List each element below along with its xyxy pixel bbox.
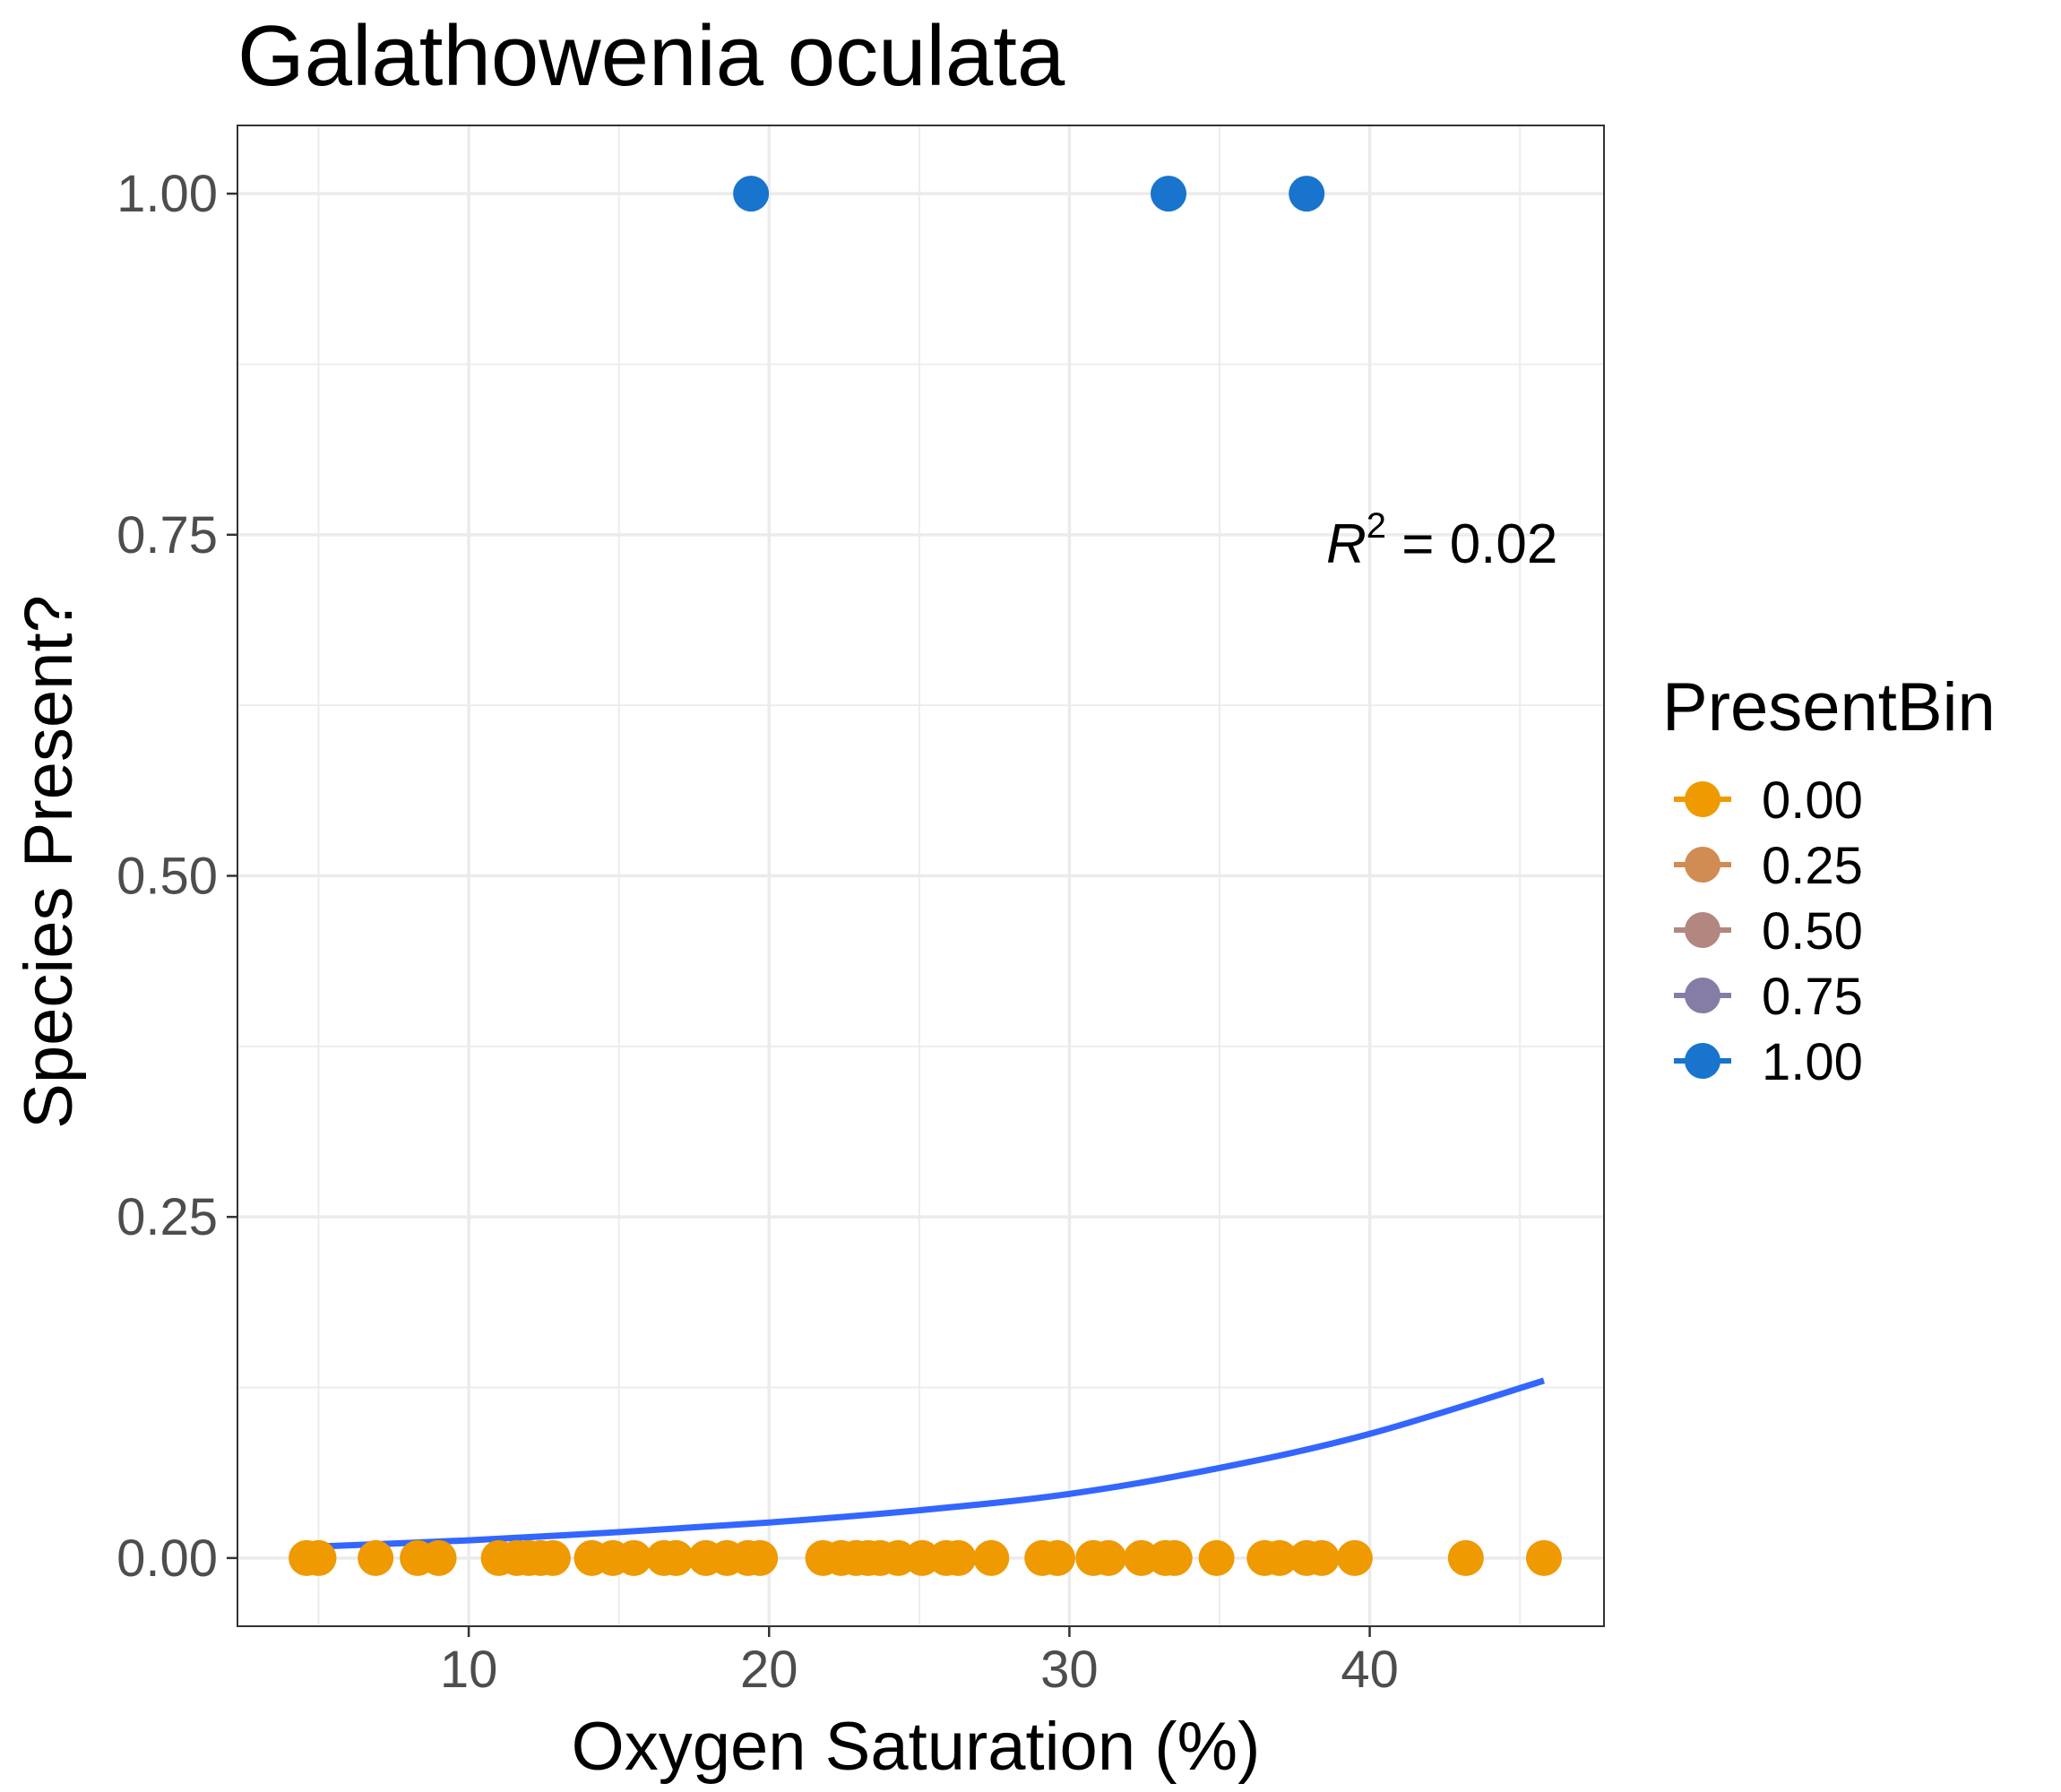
axes-layer: 10 20 30 40 0.00 0.25 0.50 0.75 1.00 — [116, 165, 1399, 1699]
data-point — [1303, 1539, 1340, 1576]
data-point — [1525, 1539, 1562, 1576]
data-point — [420, 1539, 457, 1576]
data-point — [358, 1539, 394, 1576]
r-superscript: 2 — [1367, 506, 1386, 546]
data-point — [1039, 1539, 1075, 1576]
r-squared-annotation: R2 = 0.02 — [1326, 506, 1557, 575]
x-axis-title: Oxygen Saturation (%) — [572, 1709, 1261, 1785]
data-point — [1447, 1539, 1484, 1576]
legend-label: 0.75 — [1762, 968, 1863, 1026]
legend-key-dot — [1685, 978, 1720, 1013]
y-tick-label: 0.25 — [116, 1188, 218, 1246]
y-tick-label: 0.75 — [116, 506, 218, 564]
r-symbol: R — [1326, 513, 1367, 575]
chart-title: Galathowenia oculata — [237, 8, 1065, 104]
y-tick-label: 0.50 — [116, 848, 218, 906]
data-point — [1151, 176, 1187, 212]
data-points-layer — [289, 176, 1562, 1576]
y-tick-label: 0.00 — [116, 1529, 218, 1588]
x-tick-label: 40 — [1341, 1641, 1399, 1699]
legend-key-dot — [1685, 912, 1720, 948]
legend-label: 0.50 — [1762, 902, 1863, 961]
data-point — [1090, 1539, 1126, 1576]
data-point — [616, 1539, 652, 1576]
legend-key-dot — [1685, 1043, 1720, 1079]
legend-label: 0.00 — [1762, 771, 1863, 830]
plot-grid — [237, 125, 1604, 1626]
fit-curve-layer — [303, 1377, 1545, 1551]
data-point — [940, 1539, 977, 1576]
data-point — [658, 1539, 694, 1576]
data-point — [1262, 1539, 1298, 1576]
y-tick-label: 1.00 — [116, 165, 218, 223]
data-point — [534, 1539, 571, 1576]
fit-curve — [303, 1377, 1545, 1551]
data-point — [733, 176, 770, 212]
x-tick-label: 20 — [740, 1641, 798, 1699]
x-tick-label: 30 — [1040, 1641, 1099, 1699]
legend-title: PresentBin — [1662, 669, 1996, 745]
legend: PresentBin 0.00 0.25 0.50 0.75 1.00 — [1662, 669, 1996, 1091]
data-point — [1336, 1539, 1373, 1576]
legend-key-dot — [1685, 847, 1720, 883]
data-point — [973, 1539, 1010, 1576]
x-tick-label: 10 — [440, 1641, 498, 1699]
data-point — [742, 1539, 779, 1576]
y-axis-title: Species Present? — [11, 595, 87, 1129]
data-point — [1289, 176, 1325, 212]
data-point — [300, 1539, 337, 1576]
data-point — [1198, 1539, 1235, 1576]
legend-key-dot — [1685, 781, 1720, 817]
data-point — [1156, 1539, 1193, 1576]
legend-label: 1.00 — [1762, 1033, 1863, 1091]
r-squared-value: = 0.02 — [1386, 513, 1557, 575]
legend-label: 0.25 — [1762, 837, 1863, 895]
